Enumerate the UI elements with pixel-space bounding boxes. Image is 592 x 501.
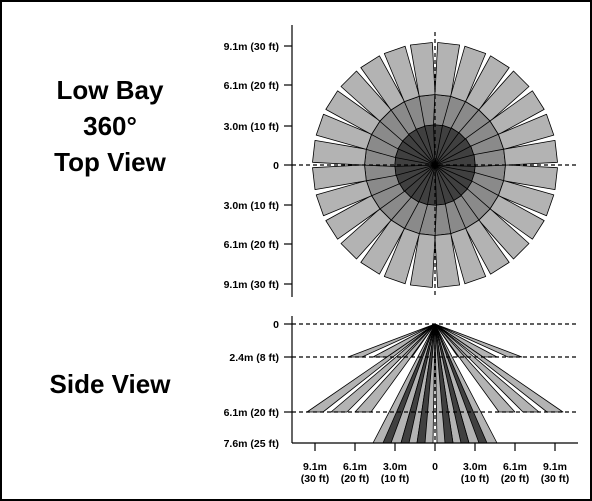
side-x-label-sub: (20 ft) <box>341 473 370 485</box>
side-y-label: 0 <box>273 319 279 331</box>
top-outer-zone <box>434 233 461 288</box>
side-y-label: 2.4m (8 ft) <box>229 352 279 364</box>
top-view-title-line-3: Top View <box>54 147 166 177</box>
side-x-label: 3.0m <box>383 461 407 473</box>
side-view-axes: 0 2.4m (8 ft) 6.1m (20 ft) 7.6m (25 ft) … <box>224 316 578 485</box>
top-outer-zone <box>497 180 555 217</box>
side-x-label: 9.1m <box>303 461 327 473</box>
side-long-beam <box>330 323 436 413</box>
side-view-title: Side View <box>49 369 171 399</box>
top-outer-zone <box>325 195 381 240</box>
top-y-label: 6.1m (20 ft) <box>224 239 279 251</box>
top-outer-zone <box>312 139 367 166</box>
side-x-label-sub: (10 ft) <box>461 473 490 485</box>
top-outer-zone <box>478 70 530 122</box>
top-outer-zone <box>465 55 510 111</box>
top-outer-zone <box>360 55 405 111</box>
top-y-label: 3.0m (10 ft) <box>224 200 279 212</box>
top-outer-zone <box>489 90 545 135</box>
top-outer-zone <box>409 233 436 288</box>
top-outer-zone <box>312 164 367 191</box>
side-x-label-sub: (30 ft) <box>301 473 330 485</box>
side-x-label-sub: (20 ft) <box>501 473 530 485</box>
top-outer-zone <box>340 70 392 122</box>
side-x-label-sub: (10 ft) <box>381 473 410 485</box>
side-long-beam <box>434 323 516 413</box>
side-x-label: 0 <box>432 461 438 473</box>
top-y-label: 6.1m (20 ft) <box>224 80 279 92</box>
top-outer-zone <box>434 42 461 97</box>
top-outer-zone <box>315 180 373 217</box>
top-view-title: Low Bay 360° Top View <box>20 72 200 180</box>
top-view-y-axis: 9.1m (30 ft) 6.1m (20 ft) 3.0m (10 ft) 0… <box>224 25 293 297</box>
top-y-label: 9.1m (30 ft) <box>224 41 279 53</box>
top-y-label: 9.1m (30 ft) <box>224 279 279 291</box>
top-outer-zone <box>315 113 373 150</box>
top-view-title-line-2: 360° <box>83 111 137 141</box>
top-y-label: 0 <box>273 160 279 172</box>
top-view-rays <box>312 42 558 288</box>
side-y-label: 7.6m (25 ft) <box>224 438 279 450</box>
side-x-label-sub: (30 ft) <box>541 473 570 485</box>
side-view-rays <box>306 323 564 444</box>
top-outer-zone <box>383 227 420 285</box>
top-outer-zone <box>489 195 545 240</box>
top-outer-zone <box>325 90 381 135</box>
top-outer-zone <box>340 208 392 260</box>
side-short-beam <box>434 323 523 358</box>
top-outer-zone <box>503 139 558 166</box>
top-outer-zone <box>503 164 558 191</box>
top-outer-zone <box>450 227 487 285</box>
top-outer-zone <box>465 219 510 275</box>
side-x-label: 9.1m <box>543 461 567 473</box>
side-x-label: 6.1m <box>503 461 527 473</box>
top-view-title-line-1: Low Bay <box>56 75 164 105</box>
top-outer-zone <box>450 45 487 102</box>
top-outer-zone <box>409 42 436 97</box>
top-outer-zone <box>497 113 555 150</box>
side-view-pattern <box>292 323 578 444</box>
top-outer-zone <box>383 45 420 102</box>
side-x-label: 3.0m <box>463 461 487 473</box>
top-outer-zone <box>360 219 405 275</box>
side-y-label: 6.1m (20 ft) <box>224 407 279 419</box>
top-view-pattern <box>292 32 578 298</box>
top-y-label: 3.0m (10 ft) <box>224 121 279 133</box>
top-outer-zone <box>478 208 530 260</box>
side-x-label: 6.1m <box>343 461 367 473</box>
